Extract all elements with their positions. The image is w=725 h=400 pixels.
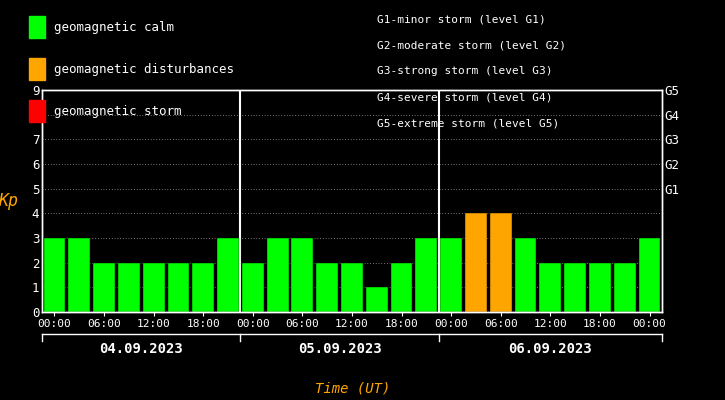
Text: G1-minor storm (level G1): G1-minor storm (level G1) (377, 14, 546, 24)
Bar (217, 238, 239, 312)
Bar (539, 263, 561, 312)
Bar (316, 263, 338, 312)
Text: G2-moderate storm (level G2): G2-moderate storm (level G2) (377, 40, 566, 50)
Bar (639, 238, 660, 312)
Bar (391, 263, 413, 312)
Text: Time (UT): Time (UT) (315, 382, 391, 396)
Text: G3-strong storm (level G3): G3-strong storm (level G3) (377, 66, 552, 76)
Bar (242, 263, 264, 312)
Bar (68, 238, 90, 312)
Text: 04.09.2023: 04.09.2023 (99, 342, 183, 356)
Text: 06.09.2023: 06.09.2023 (508, 342, 592, 356)
Bar (366, 287, 388, 312)
Bar (564, 263, 586, 312)
Bar (291, 238, 313, 312)
Text: 05.09.2023: 05.09.2023 (298, 342, 381, 356)
Bar (490, 213, 512, 312)
Bar (440, 238, 462, 312)
Bar (465, 213, 487, 312)
Bar (118, 263, 140, 312)
Bar (93, 263, 115, 312)
Text: geomagnetic storm: geomagnetic storm (54, 104, 181, 118)
Text: geomagnetic calm: geomagnetic calm (54, 20, 174, 34)
Text: Kp: Kp (0, 192, 18, 210)
Bar (341, 263, 363, 312)
Bar (143, 263, 165, 312)
Bar (614, 263, 636, 312)
Bar (167, 263, 189, 312)
Text: geomagnetic disturbances: geomagnetic disturbances (54, 62, 233, 76)
Bar (44, 238, 65, 312)
Bar (589, 263, 611, 312)
Bar (415, 238, 437, 312)
Text: G5-extreme storm (level G5): G5-extreme storm (level G5) (377, 118, 559, 128)
Bar (515, 238, 536, 312)
Bar (192, 263, 214, 312)
Bar (267, 238, 289, 312)
Text: G4-severe storm (level G4): G4-severe storm (level G4) (377, 92, 552, 102)
